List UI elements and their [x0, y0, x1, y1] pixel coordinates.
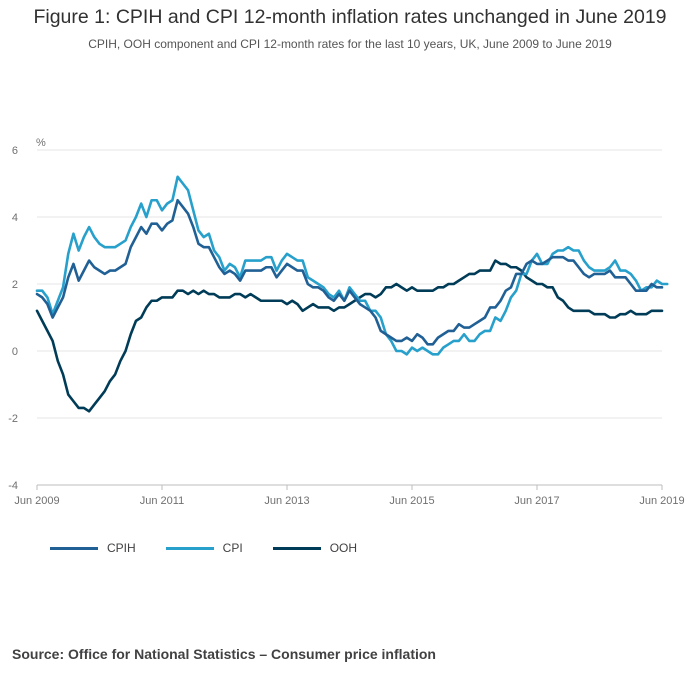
legend: CPIH CPI OOH — [50, 541, 387, 555]
legend-label: OOH — [329, 541, 358, 555]
chart-subtitle: CPIH, OOH component and CPI 12-month rat… — [88, 37, 612, 51]
legend-item-ooh: OOH — [272, 541, 358, 555]
y-tick-label: 4 — [12, 212, 18, 224]
y-axis-ticks: 6 4 2 0 -2 -4 — [8, 145, 18, 492]
series-line-ooh — [35, 259, 664, 413]
legend-item-cpih: CPIH — [50, 541, 136, 555]
series-line-cpih — [35, 198, 664, 346]
chart-title: Figure 1: CPIH and CPI 12-month inflatio… — [33, 6, 667, 28]
legend-swatch — [272, 546, 321, 550]
gridlines — [37, 149, 662, 419]
legend-item-cpi: CPI — [165, 541, 243, 555]
legend-label: CPI — [222, 541, 243, 555]
x-tick-label: Jun 2017 — [514, 495, 559, 507]
x-axis: Jun 2009 Jun 2011 Jun 2013 Jun 2015 Jun 2017… — [14, 484, 685, 507]
y-tick-label: 2 — [12, 279, 18, 291]
x-tick-label: Jun 2009 — [14, 495, 59, 507]
y-tick-label: 6 — [12, 145, 18, 157]
y-axis-unit-label: % — [36, 137, 46, 149]
x-tick-label: Jun 2013 — [264, 495, 309, 507]
y-tick-label: -4 — [8, 480, 18, 492]
source-note: Source: Office for National Statistics –… — [12, 646, 436, 662]
x-tick-label: Jun 2019 — [639, 495, 684, 507]
x-tick-label: Jun 2015 — [389, 495, 434, 507]
y-tick-label: -2 — [8, 413, 18, 425]
legend-swatch — [50, 546, 98, 550]
y-tick-label: 0 — [12, 346, 18, 358]
series-lines — [35, 175, 669, 413]
series-line-cpi — [35, 175, 669, 356]
legend-label: CPIH — [107, 541, 136, 555]
x-tick-label: Jun 2011 — [140, 495, 184, 507]
legend-swatch — [165, 546, 214, 550]
